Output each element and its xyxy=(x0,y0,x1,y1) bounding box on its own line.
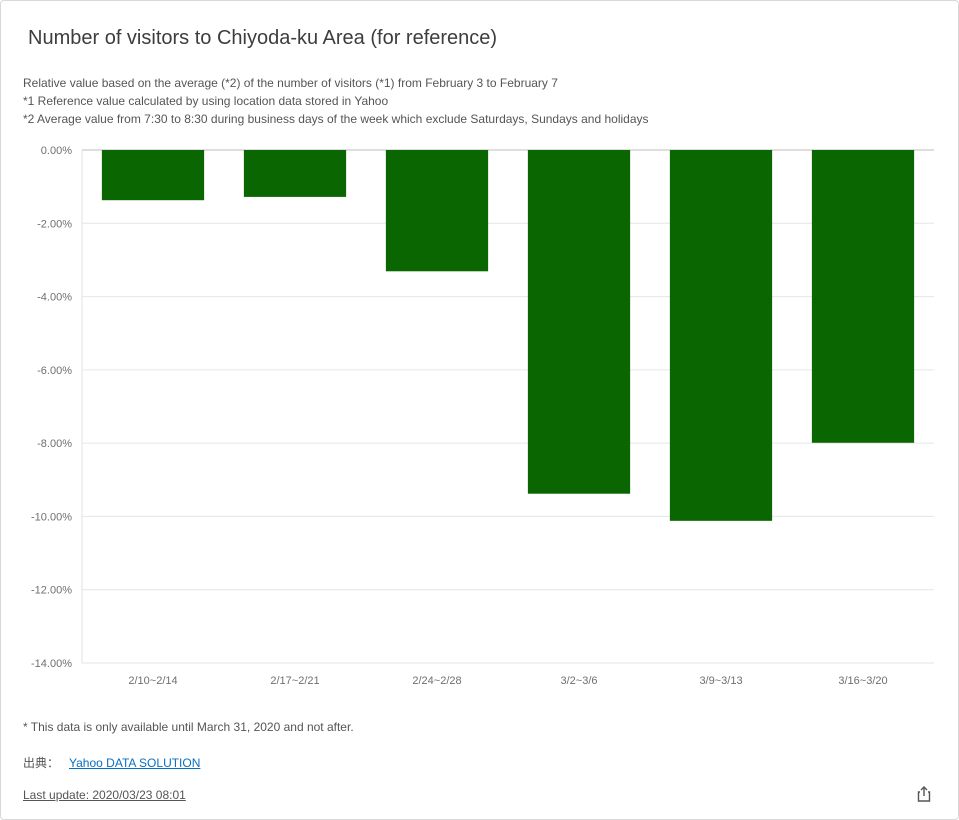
description-line-2: *1 Reference value calculated by using l… xyxy=(23,94,389,108)
last-update-link[interactable]: Last update: 2020/03/23 08:01 xyxy=(23,788,186,802)
source-line: 出典： Yahoo DATA SOLUTION xyxy=(23,754,200,771)
bar xyxy=(101,150,205,201)
share-icon[interactable] xyxy=(915,785,933,803)
description-line-1: Relative value based on the average (*2)… xyxy=(23,76,558,90)
y-tick-label: -2.00% xyxy=(37,218,72,230)
description-line-3: *2 Average value from 7:30 to 8:30 durin… xyxy=(23,112,649,126)
y-tick-label: -8.00% xyxy=(37,438,72,450)
y-tick-label: -4.00% xyxy=(37,292,72,304)
x-tick-label: 3/2~3/6 xyxy=(560,675,597,687)
x-tick-label: 2/10~2/14 xyxy=(128,675,177,687)
x-tick-label: 3/9~3/13 xyxy=(699,675,742,687)
y-tick-label: -14.00% xyxy=(31,658,72,670)
y-tick-label: -6.00% xyxy=(37,365,72,377)
x-tick-label: 2/17~2/21 xyxy=(270,675,319,687)
bar xyxy=(669,150,773,521)
bar xyxy=(243,150,347,197)
bar xyxy=(527,150,631,494)
availability-note: * This data is only available until Marc… xyxy=(23,720,354,734)
source-link[interactable]: Yahoo DATA SOLUTION xyxy=(69,756,201,770)
source-label: 出典： xyxy=(23,756,60,770)
x-tick-label: 2/24~2/28 xyxy=(412,675,461,687)
x-tick-label: 3/16~3/20 xyxy=(838,675,887,687)
bar xyxy=(811,150,915,443)
chart-title: Number of visitors to Chiyoda-ku Area (f… xyxy=(28,27,498,49)
bar xyxy=(385,150,489,272)
y-tick-label: 0.00% xyxy=(41,145,72,157)
y-tick-label: -10.00% xyxy=(31,511,72,523)
bar-chart: 0.00% -2.00% -4.00% -6.00% -8.00% -10.00% -12.… xyxy=(31,145,934,687)
y-tick-label: -12.00% xyxy=(31,585,72,597)
